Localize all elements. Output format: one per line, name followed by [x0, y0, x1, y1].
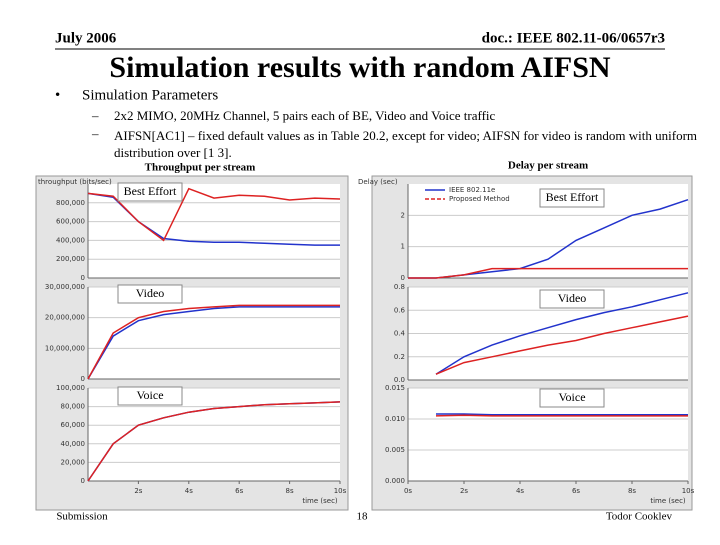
panel-label: Video	[558, 291, 587, 305]
y-tick-label: 30,000,000	[45, 283, 85, 291]
footer: Submission	[56, 511, 108, 523]
dash: –	[91, 108, 99, 123]
y-tick-label: 100,000	[56, 384, 85, 392]
title: Simulation results with random AIFSN	[109, 51, 611, 84]
line	[87, 306, 340, 380]
legend-label: IEEE 802.11e	[449, 186, 495, 194]
y-tick-label: 0	[81, 375, 85, 383]
panel-label: Voice	[136, 388, 163, 402]
y-tick-label: 20,000	[61, 458, 86, 466]
x-tick-label: 8s	[286, 487, 294, 495]
line	[87, 401, 341, 482]
panel-label: Best Effort	[124, 184, 177, 198]
y-tick-label: 20,000,000	[45, 314, 85, 322]
y-axis-label: throughput (bits/sec)	[38, 178, 112, 186]
y-tick-label: 10,000,000	[45, 344, 85, 352]
y-tick-label: 0.0	[394, 376, 405, 384]
sub-bullet: 2x2 MIMO, 20MHz Channel, 5 pairs each of…	[114, 108, 496, 123]
y-tick-label: 40,000	[61, 440, 86, 448]
x-tick-label: 4s	[516, 487, 524, 495]
line	[435, 414, 688, 417]
line	[435, 315, 689, 375]
y-tick-label: 0.2	[394, 353, 405, 361]
panel-label: Voice	[558, 390, 585, 404]
doc-id: doc.: IEEE 802.11-06/0657r3	[482, 30, 665, 46]
y-tick-label: 0	[81, 477, 85, 485]
panel-label-box	[117, 182, 183, 202]
legend-label: Proposed Method	[449, 195, 510, 203]
x-tick-label: 6s	[572, 487, 580, 495]
x-tick-label: 6s	[235, 487, 243, 495]
caption: Delay per stream	[508, 160, 588, 172]
panel-label: Best Effort	[546, 190, 599, 204]
line	[408, 267, 688, 279]
caption: Throughput per stream	[145, 162, 256, 174]
y-tick-label: 200,000	[56, 255, 85, 263]
y-tick-label: 80,000	[61, 403, 86, 411]
y-tick-label: 0.005	[385, 446, 405, 454]
bullet-mark: •	[55, 87, 60, 103]
panel-label-box	[539, 289, 605, 309]
y-tick-label: 0	[81, 274, 85, 282]
y-tick-label: 0.010	[385, 415, 405, 423]
line	[435, 292, 689, 375]
line	[436, 413, 688, 416]
y-tick-label: 1	[401, 243, 405, 251]
x-tick-label: 2s	[460, 487, 468, 495]
y-tick-label: 0.8	[394, 283, 405, 291]
x-tick-label: 8s	[628, 487, 636, 495]
author: Todor Cooklev	[606, 511, 673, 523]
y-tick-label: 0.000	[385, 477, 405, 485]
panel-label-box	[117, 284, 183, 304]
y-tick-label: 400,000	[56, 236, 85, 244]
panel-label-box	[539, 188, 605, 208]
line	[87, 304, 340, 380]
y-axis-label: Delay (sec)	[358, 178, 398, 186]
y-tick-label: 60,000	[61, 421, 86, 429]
y-tick-label: 0.6	[394, 306, 406, 314]
bullet: Simulation Parameters	[82, 87, 218, 103]
y-tick-label: 0	[401, 274, 405, 282]
x-axis-label: time (sec)	[650, 497, 686, 505]
line	[87, 187, 341, 242]
x-tick-label: 10s	[682, 487, 695, 495]
x-tick-label: 4s	[185, 487, 193, 495]
x-tick-label: 2s	[134, 487, 142, 495]
sub-bullet: AIFSN[AC1] – fixed default values as in …	[114, 128, 698, 160]
y-tick-label: 0.015	[385, 384, 405, 392]
x-tick-label: 10s	[334, 487, 347, 495]
sub-bullet-box: AIFSN[AC1] – fixed default values as in …	[114, 128, 698, 160]
panel-label: Video	[136, 286, 165, 300]
x-tick-label: 0s	[404, 487, 412, 495]
page-number: 18	[357, 511, 369, 523]
panel-label-box	[539, 388, 605, 408]
y-tick-label: 600,000	[56, 218, 85, 226]
y-tick-label: 0.4	[394, 330, 406, 338]
panel-label-box	[117, 386, 183, 406]
y-tick-label: 800,000	[56, 199, 85, 207]
date: July 2006	[55, 30, 117, 46]
y-tick-label: 2	[401, 211, 405, 219]
x-axis-label: time (sec)	[302, 497, 338, 505]
dash: –	[91, 126, 99, 141]
